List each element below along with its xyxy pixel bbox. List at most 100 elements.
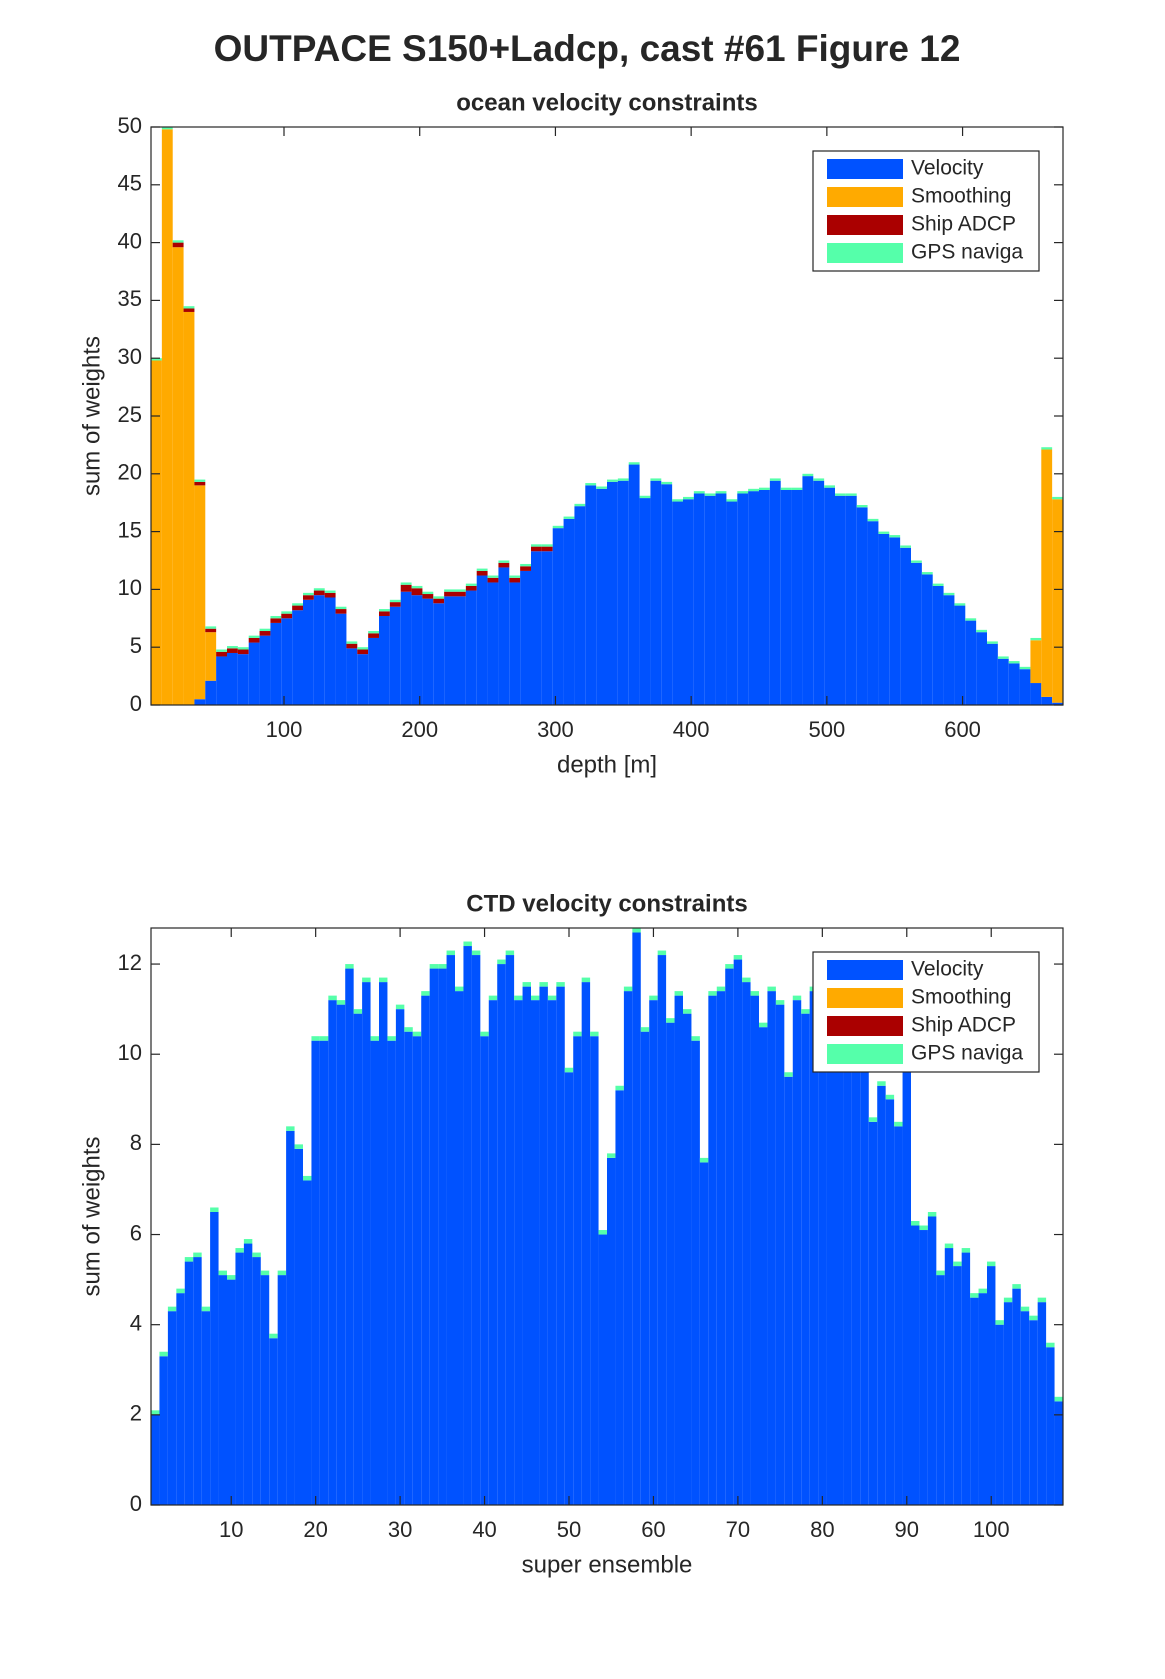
x-tick-label: 600 xyxy=(944,717,981,742)
bar-segment xyxy=(379,977,388,983)
y-tick-label: 0 xyxy=(130,691,142,716)
bar-segment xyxy=(433,598,445,604)
chart-title: ocean velocity constraints xyxy=(456,89,757,116)
bar-segment xyxy=(455,596,466,705)
bar-segment xyxy=(978,1288,987,1294)
bar-segment xyxy=(269,1338,278,1505)
bar-segment xyxy=(574,503,586,507)
bar-segment xyxy=(335,613,347,705)
bar-segment xyxy=(598,1234,607,1505)
bar-segment xyxy=(868,1121,878,1505)
bar-segment xyxy=(303,599,314,705)
bar-segment xyxy=(176,1288,185,1294)
bar-segment xyxy=(902,1036,911,1505)
y-tick-label: 2 xyxy=(130,1401,142,1426)
bar-segment xyxy=(248,642,260,705)
bar-segment xyxy=(784,1076,793,1505)
bar-segment xyxy=(183,306,195,309)
bar-segment xyxy=(159,1351,168,1357)
bar-segment xyxy=(411,588,423,596)
legend-label: GPS naviga xyxy=(911,241,1023,264)
bar-segment xyxy=(639,498,651,705)
bar-segment xyxy=(615,1090,624,1505)
bar-segment xyxy=(429,964,439,969)
bar-segment xyxy=(487,582,499,705)
bar-segment xyxy=(520,566,531,571)
bar-segment xyxy=(531,1000,540,1505)
bar-segment xyxy=(885,1094,895,1100)
bar-segment xyxy=(1041,447,1053,450)
bar-segment xyxy=(672,501,683,705)
bar-segment xyxy=(851,1045,861,1505)
bar-segment xyxy=(878,533,890,705)
bar-segment xyxy=(541,544,553,547)
bar-segment xyxy=(987,643,998,705)
bar-segment xyxy=(596,488,607,705)
bar-segment xyxy=(476,575,488,705)
bar-segment xyxy=(522,982,531,987)
bar-segment xyxy=(151,1410,160,1415)
bar-segment xyxy=(868,1117,878,1122)
y-tick-label: 0 xyxy=(130,1491,142,1516)
bar-segment xyxy=(172,247,184,705)
bar-segment xyxy=(1046,1342,1055,1348)
bar-segment xyxy=(237,647,249,650)
bar-segment xyxy=(281,611,293,614)
bar-segment xyxy=(514,995,523,1001)
bar-segment xyxy=(368,633,379,638)
bar-segment xyxy=(1020,1311,1030,1505)
bar-segment xyxy=(292,610,303,705)
bar-segment xyxy=(259,635,271,705)
bar-segment xyxy=(639,495,651,499)
bar-segment xyxy=(539,986,548,1505)
bar-segment xyxy=(691,1040,700,1505)
bar-segment xyxy=(313,595,325,705)
bar-segment xyxy=(412,1036,422,1505)
bar-segment xyxy=(733,959,743,1505)
bar-segment xyxy=(585,485,597,705)
bar-segment xyxy=(617,480,629,705)
y-tick-label: 6 xyxy=(130,1220,142,1245)
bar-segment xyxy=(954,603,966,606)
bar-segment xyxy=(498,560,510,563)
bar-segment xyxy=(742,982,751,1505)
bar-segment xyxy=(514,1000,523,1505)
bar-segment xyxy=(259,631,271,636)
bar-segment xyxy=(715,493,727,705)
bar-segment xyxy=(465,585,477,591)
bar-segment xyxy=(509,575,521,578)
bar-segment xyxy=(480,1036,489,1505)
bar-segment xyxy=(672,499,683,502)
bar-segment xyxy=(463,941,472,947)
bar-segment xyxy=(932,585,944,705)
bar-segment xyxy=(845,495,857,705)
bar-segment xyxy=(194,699,206,705)
bar-segment xyxy=(1046,1347,1055,1505)
bar-segment xyxy=(632,932,641,1505)
bar-segment xyxy=(368,637,379,705)
bar-segment xyxy=(324,590,336,593)
bar-segment xyxy=(167,1306,177,1312)
bar-segment xyxy=(1012,1288,1021,1505)
bar-segment xyxy=(632,928,641,933)
bar-segment xyxy=(775,1004,785,1505)
bar-segment xyxy=(509,582,521,705)
bar-segment xyxy=(943,592,955,596)
bar-segment xyxy=(488,1000,498,1505)
bar-segment xyxy=(345,968,354,1505)
bar-segment xyxy=(809,991,819,1505)
bar-segment xyxy=(856,507,868,705)
bar-segment xyxy=(801,1009,810,1014)
bar-segment xyxy=(650,480,662,705)
bar-segment xyxy=(976,632,987,705)
bar-segment xyxy=(172,240,184,243)
bar-segment xyxy=(936,1270,945,1276)
bar-segment xyxy=(1052,496,1063,500)
bar-segment xyxy=(497,964,506,1505)
y-tick-label: 15 xyxy=(118,517,142,542)
bar-segment xyxy=(666,1018,675,1023)
bar-segment xyxy=(541,546,553,552)
bar-segment xyxy=(345,964,354,969)
bar-segment xyxy=(574,506,586,705)
